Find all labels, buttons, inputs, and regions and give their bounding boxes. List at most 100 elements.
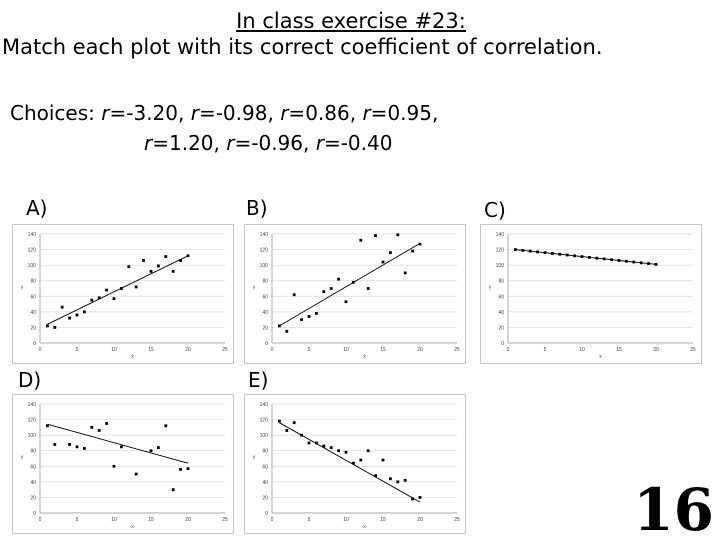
- data-point: [90, 298, 94, 302]
- data-point: [68, 443, 71, 446]
- data-point: [83, 310, 86, 314]
- data-point: [381, 260, 385, 264]
- data-point: [396, 480, 400, 484]
- x-tick-label: 20: [653, 347, 659, 353]
- y-tick-label: 80: [262, 279, 268, 285]
- data-point: [551, 252, 554, 255]
- x-tick-label: 5: [544, 347, 547, 353]
- data-point: [307, 441, 311, 445]
- data-point: [120, 287, 123, 290]
- data-point: [186, 254, 190, 258]
- y-axis-label: y: [21, 455, 24, 461]
- x-tick-label: 20: [185, 517, 191, 523]
- data-point: [75, 313, 79, 317]
- data-point: [359, 458, 363, 462]
- scatter-plot-e: 0 20 40 60 80 100 120 140 0 5 10 15 20 25 x y: [244, 394, 466, 534]
- data-point: [411, 497, 414, 501]
- data-point: [366, 449, 370, 453]
- data-point: [120, 445, 123, 449]
- data-point: [558, 252, 562, 256]
- x-tick-label: 20: [417, 517, 423, 523]
- y-tick-label: 100: [496, 263, 505, 269]
- x-tick-label: 5: [308, 347, 311, 353]
- data-point: [389, 477, 392, 481]
- trendline: [279, 242, 421, 327]
- x-tick-label: 0: [39, 517, 42, 523]
- r-symbol: r: [226, 131, 235, 155]
- data-point: [418, 496, 422, 499]
- data-point: [46, 324, 49, 328]
- y-tick-label: 60: [262, 464, 268, 470]
- y-tick-label: 120: [260, 248, 269, 254]
- x-tick-label: 25: [454, 517, 460, 523]
- data-point: [285, 329, 289, 333]
- y-tick-label: 100: [28, 433, 37, 439]
- y-tick-label: 20: [30, 325, 36, 331]
- data-point: [300, 318, 303, 322]
- choice-5: 1.20: [169, 131, 214, 155]
- y-tick-label: 120: [28, 418, 37, 424]
- x-axis-label: x: [363, 354, 366, 360]
- y-tick-label: 140: [260, 402, 269, 408]
- data-point: [179, 259, 182, 262]
- y-tick-label: 140: [496, 232, 505, 238]
- choice-7: -0.40: [340, 131, 393, 155]
- y-tick-label: 140: [28, 232, 37, 238]
- data-point: [411, 249, 414, 253]
- choices-prefix: Choices:: [10, 101, 102, 125]
- x-tick-label: 0: [39, 347, 42, 353]
- y-tick-label: 0: [265, 341, 268, 347]
- data-point: [617, 259, 621, 262]
- data-point: [127, 265, 131, 269]
- data-point: [595, 256, 599, 260]
- plot-b-label: B): [246, 196, 268, 220]
- scatter-plot-c: 0 20 40 60 80 100 120 140 0 5 10 15 20 25 x y: [480, 224, 702, 364]
- data-point: [573, 254, 576, 258]
- data-point: [292, 293, 296, 297]
- y-tick-label: 60: [498, 294, 504, 300]
- y-tick-label: 60: [262, 294, 268, 300]
- y-tick-label: 140: [260, 232, 269, 238]
- data-point: [292, 421, 296, 425]
- x-tick-label: 15: [380, 347, 386, 353]
- y-tick-label: 80: [30, 279, 36, 285]
- data-point: [164, 424, 168, 428]
- data-point: [90, 425, 94, 429]
- y-tick-label: 100: [260, 433, 269, 439]
- scatter-plot-a: 0 20 40 60 80 100 120 140 0 5 10 15 20 25 x y: [12, 224, 234, 364]
- trendline: [47, 423, 189, 464]
- y-tick-label: 40: [30, 480, 36, 486]
- y-tick-label: 40: [30, 310, 36, 316]
- plot-svg: 0 20 40 60 80 100 120 140 0 5 10 15 20 25 x y: [480, 224, 702, 364]
- x-tick-label: 20: [417, 347, 423, 353]
- slide-title: In class exercise #23: Match each plot w…: [0, 8, 720, 60]
- data-point: [112, 464, 116, 468]
- data-point: [396, 233, 400, 237]
- slide-number: 16: [633, 476, 714, 544]
- subtitle-line: Match each plot with its correct coeffic…: [2, 35, 603, 59]
- x-tick-label: 15: [148, 517, 154, 523]
- plot-svg: 0 20 40 60 80 100 120 140 0 5 10 15 20 25 x y: [12, 224, 234, 364]
- choice-3: 0.86: [305, 101, 350, 125]
- data-point: [68, 316, 71, 320]
- r-symbol: r: [315, 131, 324, 155]
- y-tick-label: 80: [262, 449, 268, 455]
- data-point: [632, 260, 636, 264]
- data-point: [97, 429, 101, 432]
- data-point: [75, 445, 79, 449]
- choices-block: Choices: r=-3.20, r=-0.98, r=0.86, r=0.9…: [10, 98, 438, 158]
- plot-svg: 0 20 40 60 80 100 120 140 0 5 10 15 20 25 x y: [244, 224, 466, 364]
- data-point: [112, 297, 116, 301]
- data-point: [418, 242, 422, 246]
- y-tick-label: 40: [262, 310, 268, 316]
- data-point: [53, 443, 57, 446]
- r-symbol: r: [280, 101, 289, 125]
- data-point: [366, 287, 370, 290]
- data-point: [164, 255, 168, 258]
- x-axis-label: x: [131, 354, 134, 360]
- data-point: [105, 288, 108, 292]
- scatter-plot-b: 0 20 40 60 80 100 120 140 0 5 10 15 20 25 x y: [244, 224, 466, 364]
- data-point: [602, 257, 606, 261]
- y-tick-label: 60: [30, 464, 36, 470]
- x-tick-label: 20: [185, 347, 191, 353]
